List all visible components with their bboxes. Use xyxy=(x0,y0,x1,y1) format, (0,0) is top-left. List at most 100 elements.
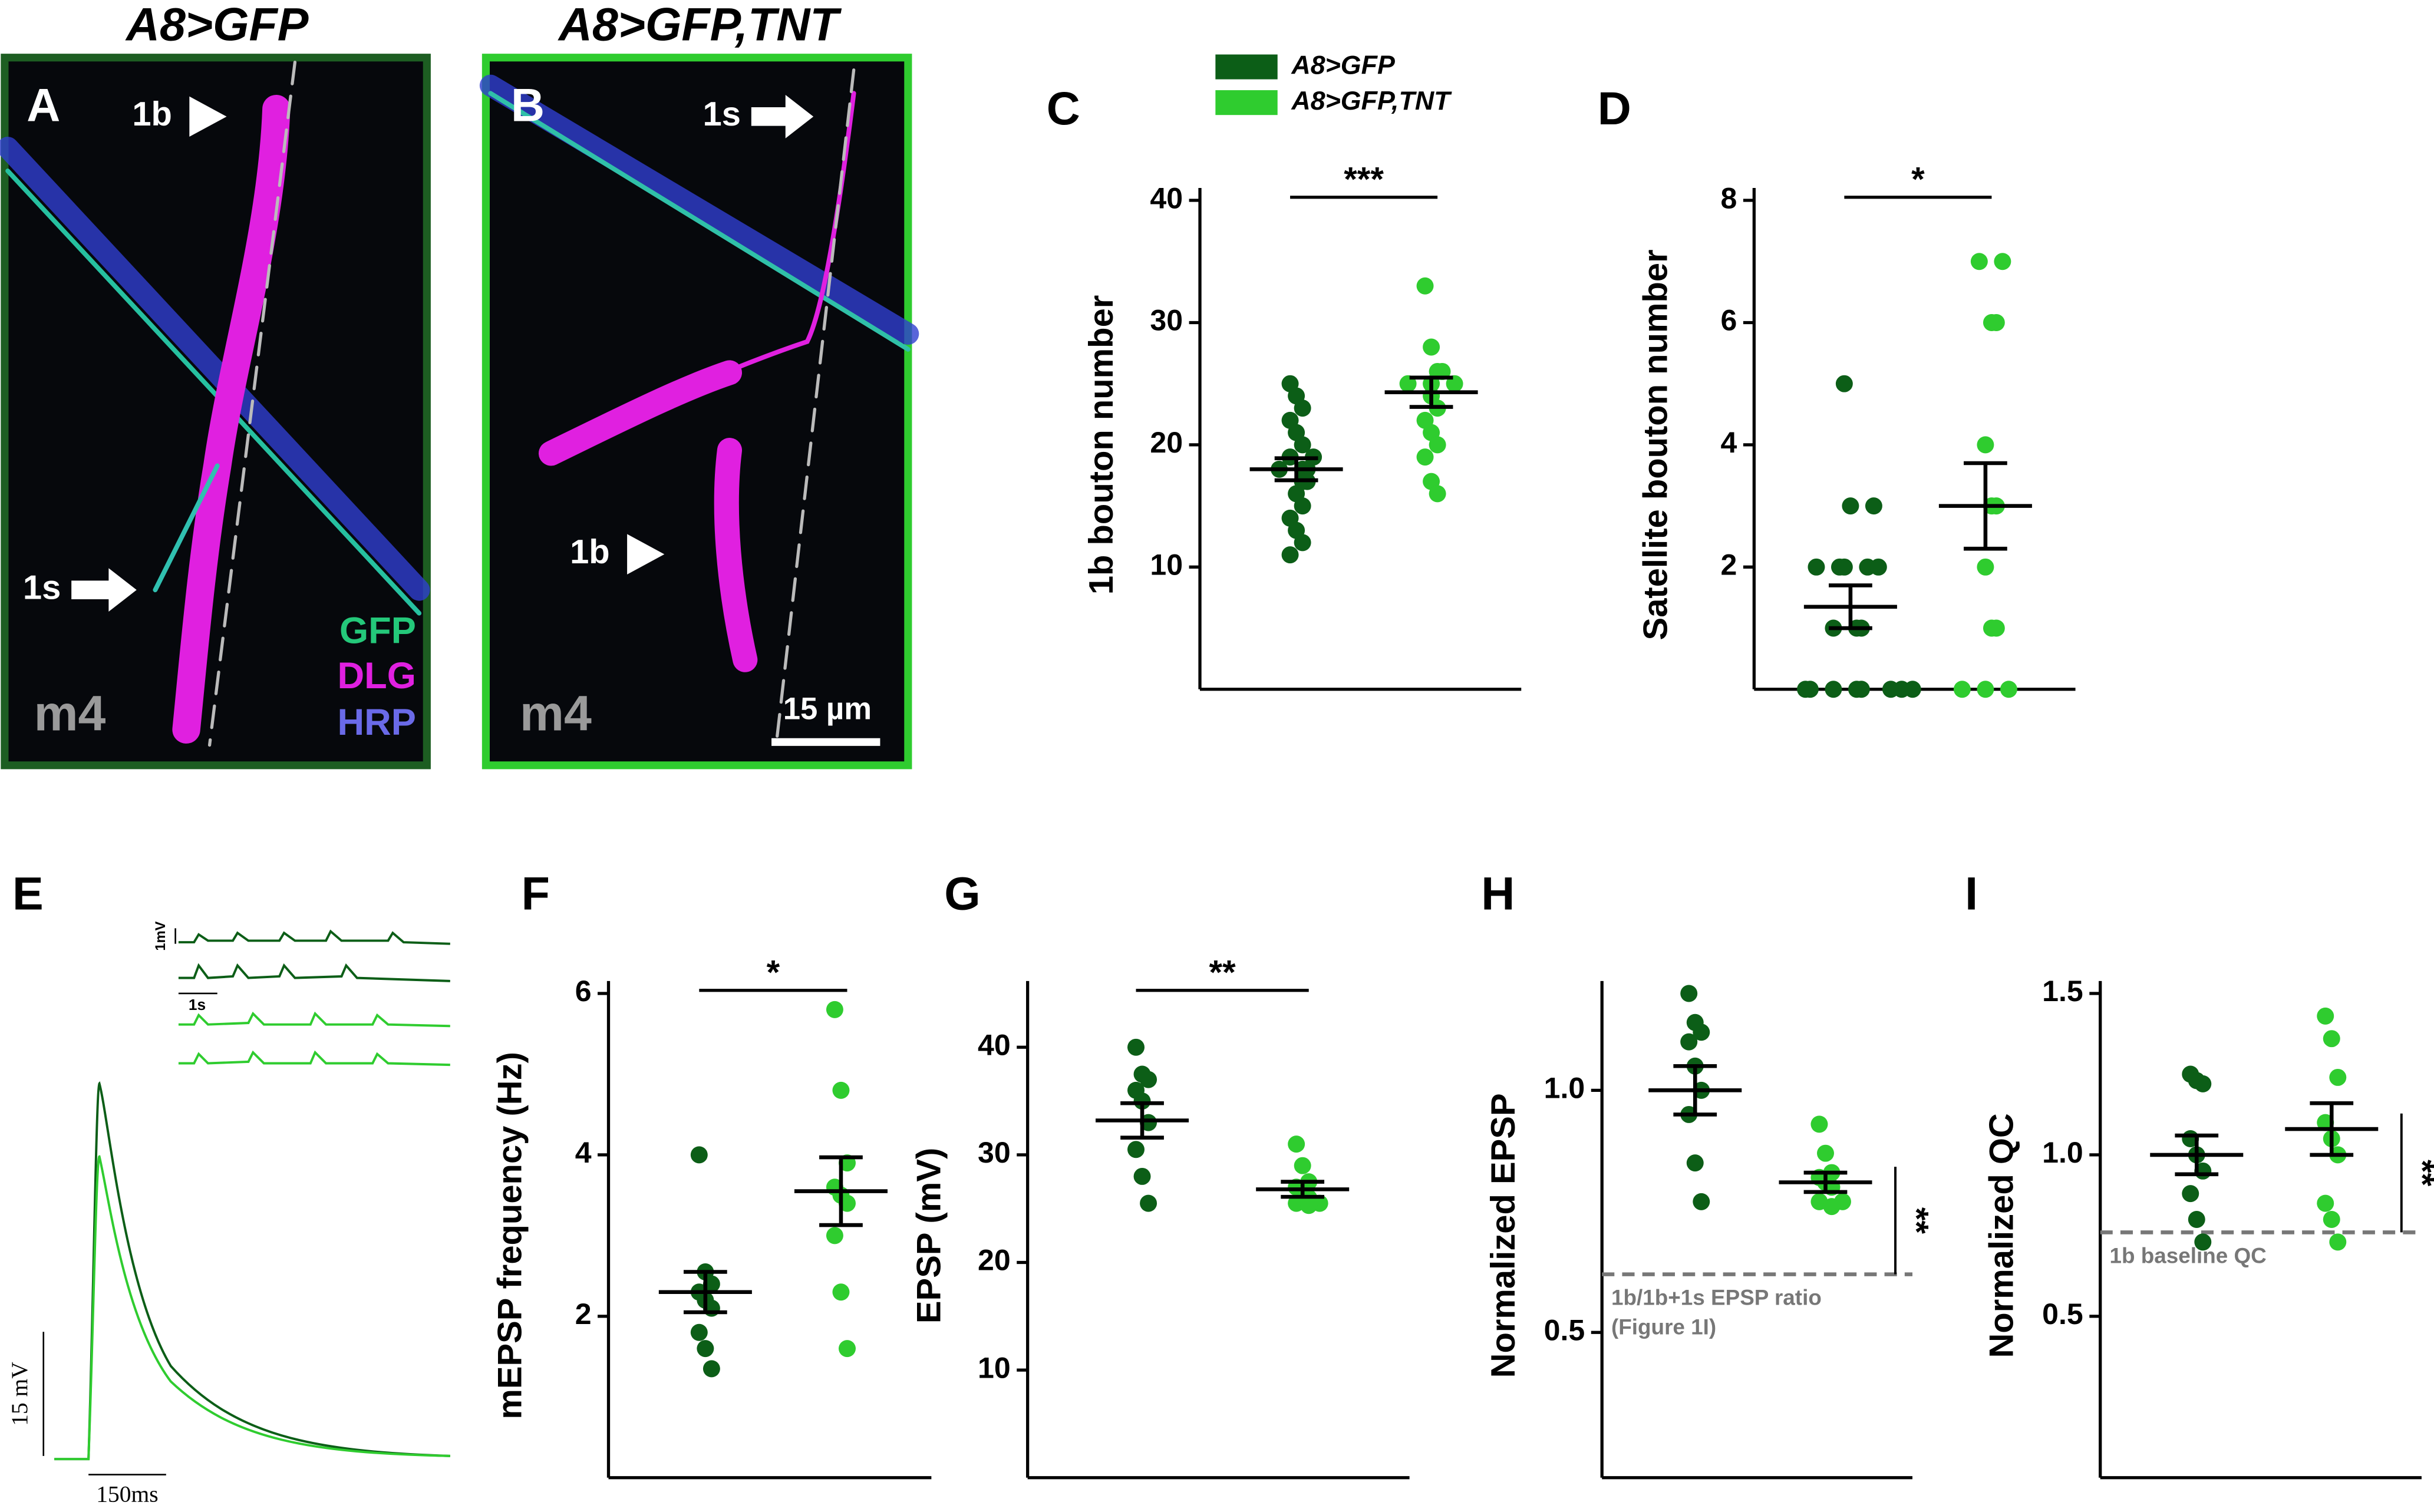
arrowhead xyxy=(627,534,665,575)
data-point xyxy=(2188,1211,2205,1228)
data-point xyxy=(1977,681,1994,698)
data-point xyxy=(826,1227,843,1244)
micrograph-b xyxy=(479,68,919,747)
panel-letter: G xyxy=(944,867,980,920)
data-point xyxy=(1133,1167,1151,1185)
scale-label: 15 µm xyxy=(783,692,872,727)
legend-swatch xyxy=(1215,90,1278,115)
data-point xyxy=(2194,1233,2212,1251)
y-tick-label: 2 xyxy=(575,1298,592,1331)
data-point xyxy=(1831,558,1848,576)
y-tick-label: 20 xyxy=(1150,426,1183,459)
y-tick-label: 40 xyxy=(1150,181,1183,214)
data-point xyxy=(1294,534,1311,552)
y-axis-label: Normalized QC xyxy=(1983,1113,2021,1358)
data-point xyxy=(1416,277,1434,295)
data-point xyxy=(1294,1157,1311,1174)
data-point xyxy=(1953,681,1971,698)
arrow xyxy=(71,568,137,612)
data-point xyxy=(697,1340,714,1358)
image-panel xyxy=(481,54,912,770)
y-tick-label: 2 xyxy=(1721,549,1737,582)
y-tick-label: 30 xyxy=(978,1136,1011,1169)
data-point xyxy=(1281,546,1299,564)
y-axis-label: mEPSP frequency (Hz) xyxy=(492,1052,529,1419)
reference-label: 1b baseline QC xyxy=(2110,1243,2267,1267)
data-point xyxy=(2329,1068,2347,1086)
reference-label: 1b/1b+1s EPSP ratio xyxy=(1611,1286,1822,1310)
y-tick-label: 1.0 xyxy=(2042,1136,2083,1169)
data-point xyxy=(1680,985,1698,1002)
panel-letter: B xyxy=(511,79,545,131)
data-point xyxy=(2329,1233,2347,1251)
data-point xyxy=(1977,436,1994,454)
significance-label: ** xyxy=(1209,954,1236,992)
significance-label: *** xyxy=(1344,161,1384,199)
data-point xyxy=(1970,253,1988,270)
data-point xyxy=(1300,1197,1318,1214)
significance-label: ** xyxy=(2403,1160,2434,1187)
data-point xyxy=(1977,558,1994,576)
data-point xyxy=(1987,619,2005,637)
y-tick-label: 20 xyxy=(978,1244,1011,1277)
data-point xyxy=(1294,400,1311,417)
annotation: 1s xyxy=(23,569,61,606)
scale-label: 1s xyxy=(189,996,206,1013)
micrograph-a xyxy=(0,61,430,747)
data-point xyxy=(1294,436,1311,454)
data-point xyxy=(1808,558,1825,576)
y-tick-label: 10 xyxy=(978,1351,1011,1384)
y-axis-label: 1b bouton number xyxy=(1083,295,1120,595)
data-point xyxy=(690,1146,708,1164)
traces xyxy=(54,929,450,1461)
data-point xyxy=(1825,681,1842,698)
legend-label: A8>GFP xyxy=(1291,50,1395,80)
data-point xyxy=(1140,1194,1157,1212)
y-tick-label: 1.5 xyxy=(2042,975,2083,1008)
data-point xyxy=(2317,1194,2334,1212)
annotation: 1b xyxy=(570,533,610,571)
data-point xyxy=(1294,497,1311,515)
data-point xyxy=(1817,1144,1834,1162)
data-point xyxy=(1127,1038,1145,1056)
scale-label: 150ms xyxy=(96,1481,158,1507)
data-point xyxy=(839,1340,856,1358)
data-point xyxy=(2194,1075,2212,1092)
y-tick-label: 6 xyxy=(1721,304,1737,337)
y-tick-label: 8 xyxy=(1721,181,1737,214)
data-point xyxy=(2182,1185,2199,1203)
data-point xyxy=(1423,338,1440,356)
data-point xyxy=(1127,1141,1145,1158)
data-point xyxy=(1810,1115,1828,1133)
image-title: A8>GFP xyxy=(125,0,309,51)
channel-label: HRP xyxy=(337,702,415,743)
data-point xyxy=(1797,681,1815,698)
data-point xyxy=(1904,681,1921,698)
data-point xyxy=(1823,1198,1841,1216)
reference-label: (Figure 1I) xyxy=(1611,1315,1716,1339)
muscle-label: m4 xyxy=(520,685,592,741)
channel-label: GFP xyxy=(339,610,416,652)
y-axis-label: Satellite bouton number xyxy=(1637,249,1674,640)
data-point xyxy=(1693,1024,1710,1041)
channel-label: DLG xyxy=(337,655,415,696)
panel-letter: D xyxy=(1598,82,1631,134)
arrowhead xyxy=(189,96,227,137)
legend-swatch xyxy=(1215,54,1278,80)
annotation: 1b xyxy=(132,95,172,133)
data-point xyxy=(1133,1092,1151,1110)
data-point xyxy=(1288,1135,1305,1153)
data-point xyxy=(1994,253,2011,270)
data-point xyxy=(1865,497,1882,515)
data-point xyxy=(1686,1154,1704,1172)
data-point xyxy=(2317,1007,2334,1025)
y-axis-label: Normalized EPSP xyxy=(1485,1093,1522,1378)
muscle-label: m4 xyxy=(34,685,106,741)
y-axis-label: EPSP (mV) xyxy=(911,1148,948,1323)
annotation: 1s xyxy=(703,95,741,133)
data-point xyxy=(1869,558,1887,576)
data-point xyxy=(1835,375,1853,392)
y-tick-label: 10 xyxy=(1150,549,1183,582)
